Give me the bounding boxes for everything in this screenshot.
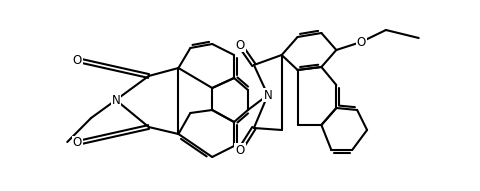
Text: O: O: [72, 137, 82, 150]
Text: O: O: [235, 143, 244, 156]
Text: N: N: [263, 88, 272, 101]
Text: O: O: [235, 39, 244, 52]
Text: O: O: [356, 36, 365, 49]
Text: O: O: [72, 53, 82, 66]
Text: N: N: [111, 94, 120, 107]
